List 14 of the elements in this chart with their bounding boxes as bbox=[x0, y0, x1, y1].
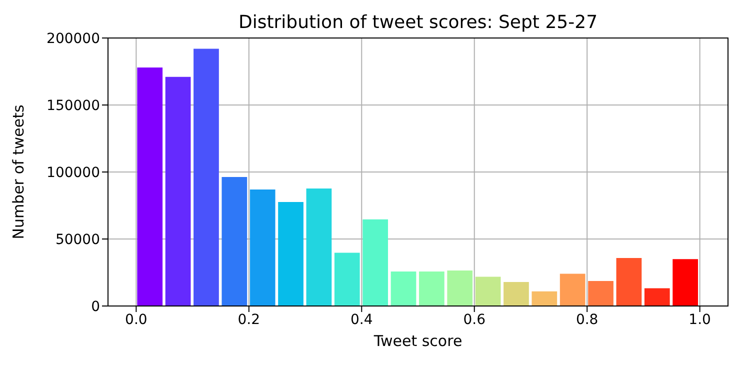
x-tick-label: 0.0 bbox=[125, 312, 148, 328]
y-tick-label: 150000 bbox=[46, 98, 100, 114]
x-tick-label: 0.6 bbox=[463, 312, 486, 328]
x-axis-title: Tweet score bbox=[372, 332, 462, 350]
y-tick-label: 100000 bbox=[46, 164, 100, 181]
x-tick-label: 0.2 bbox=[238, 312, 260, 328]
y-tick-label: 200000 bbox=[46, 30, 100, 47]
y-tick-label: 0 bbox=[91, 298, 100, 315]
x-tick-label: 0.4 bbox=[350, 312, 373, 328]
y-axis-title: Number of tweets bbox=[9, 104, 28, 240]
x-tick-label: 1.0 bbox=[688, 312, 711, 328]
y-tick-label: 50000 bbox=[55, 232, 100, 248]
chart-title: Distribution of tweet scores: Sept 25-27 bbox=[238, 12, 598, 33]
x-tick-label: 0.8 bbox=[576, 312, 598, 328]
